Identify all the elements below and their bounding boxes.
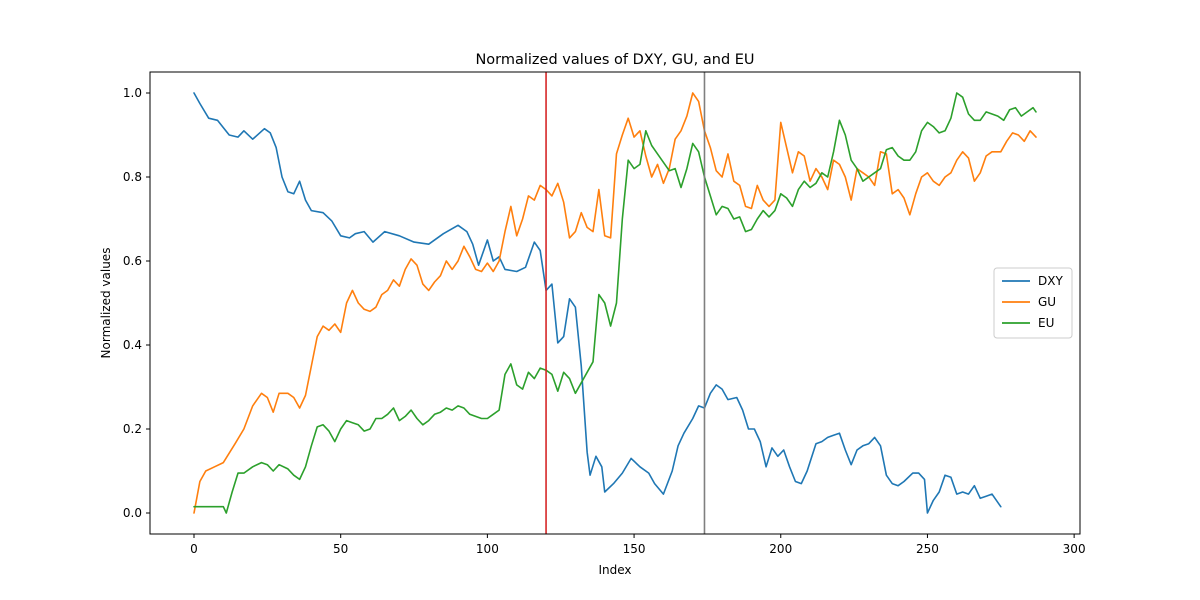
x-tick-label: 300	[1063, 542, 1086, 556]
y-axis: 0.0 0.2 0.4 0.6 0.8 1.0	[123, 86, 150, 520]
chart-title: Normalized values of DXY, GU, and EU	[475, 52, 754, 68]
legend: DXY GU EU	[993, 267, 1073, 339]
x-axis: 0 50 100 150 200 250 300	[190, 534, 1086, 556]
y-tick-label: 1.0	[123, 86, 142, 100]
y-tick-label: 0.6	[123, 254, 142, 268]
legend-label-gu: GU	[1038, 295, 1056, 309]
x-tick-label: 200	[769, 542, 792, 556]
series-line-dxy	[193, 92, 1002, 514]
x-tick-label: 150	[623, 542, 646, 556]
legend-box	[993, 267, 1073, 339]
legend-label-dxy: DXY	[1038, 274, 1063, 288]
x-tick-label: 50	[333, 542, 348, 556]
x-tick-label: 250	[916, 542, 939, 556]
series-line-eu	[193, 92, 1037, 514]
x-tick-label: 0	[190, 542, 198, 556]
plot-area	[193, 72, 1037, 534]
y-tick-label: 0.8	[123, 170, 142, 184]
plot-frame	[149, 71, 1081, 535]
y-axis-label: Normalized values	[99, 248, 113, 359]
y-tick-label: 0.0	[123, 506, 142, 520]
y-tick-label: 0.4	[123, 338, 142, 352]
legend-label-eu: EU	[1038, 316, 1054, 330]
series-line-gu	[193, 92, 1037, 514]
x-axis-label: Index	[598, 563, 631, 577]
x-tick-label: 100	[476, 542, 499, 556]
y-tick-label: 0.2	[123, 422, 142, 436]
